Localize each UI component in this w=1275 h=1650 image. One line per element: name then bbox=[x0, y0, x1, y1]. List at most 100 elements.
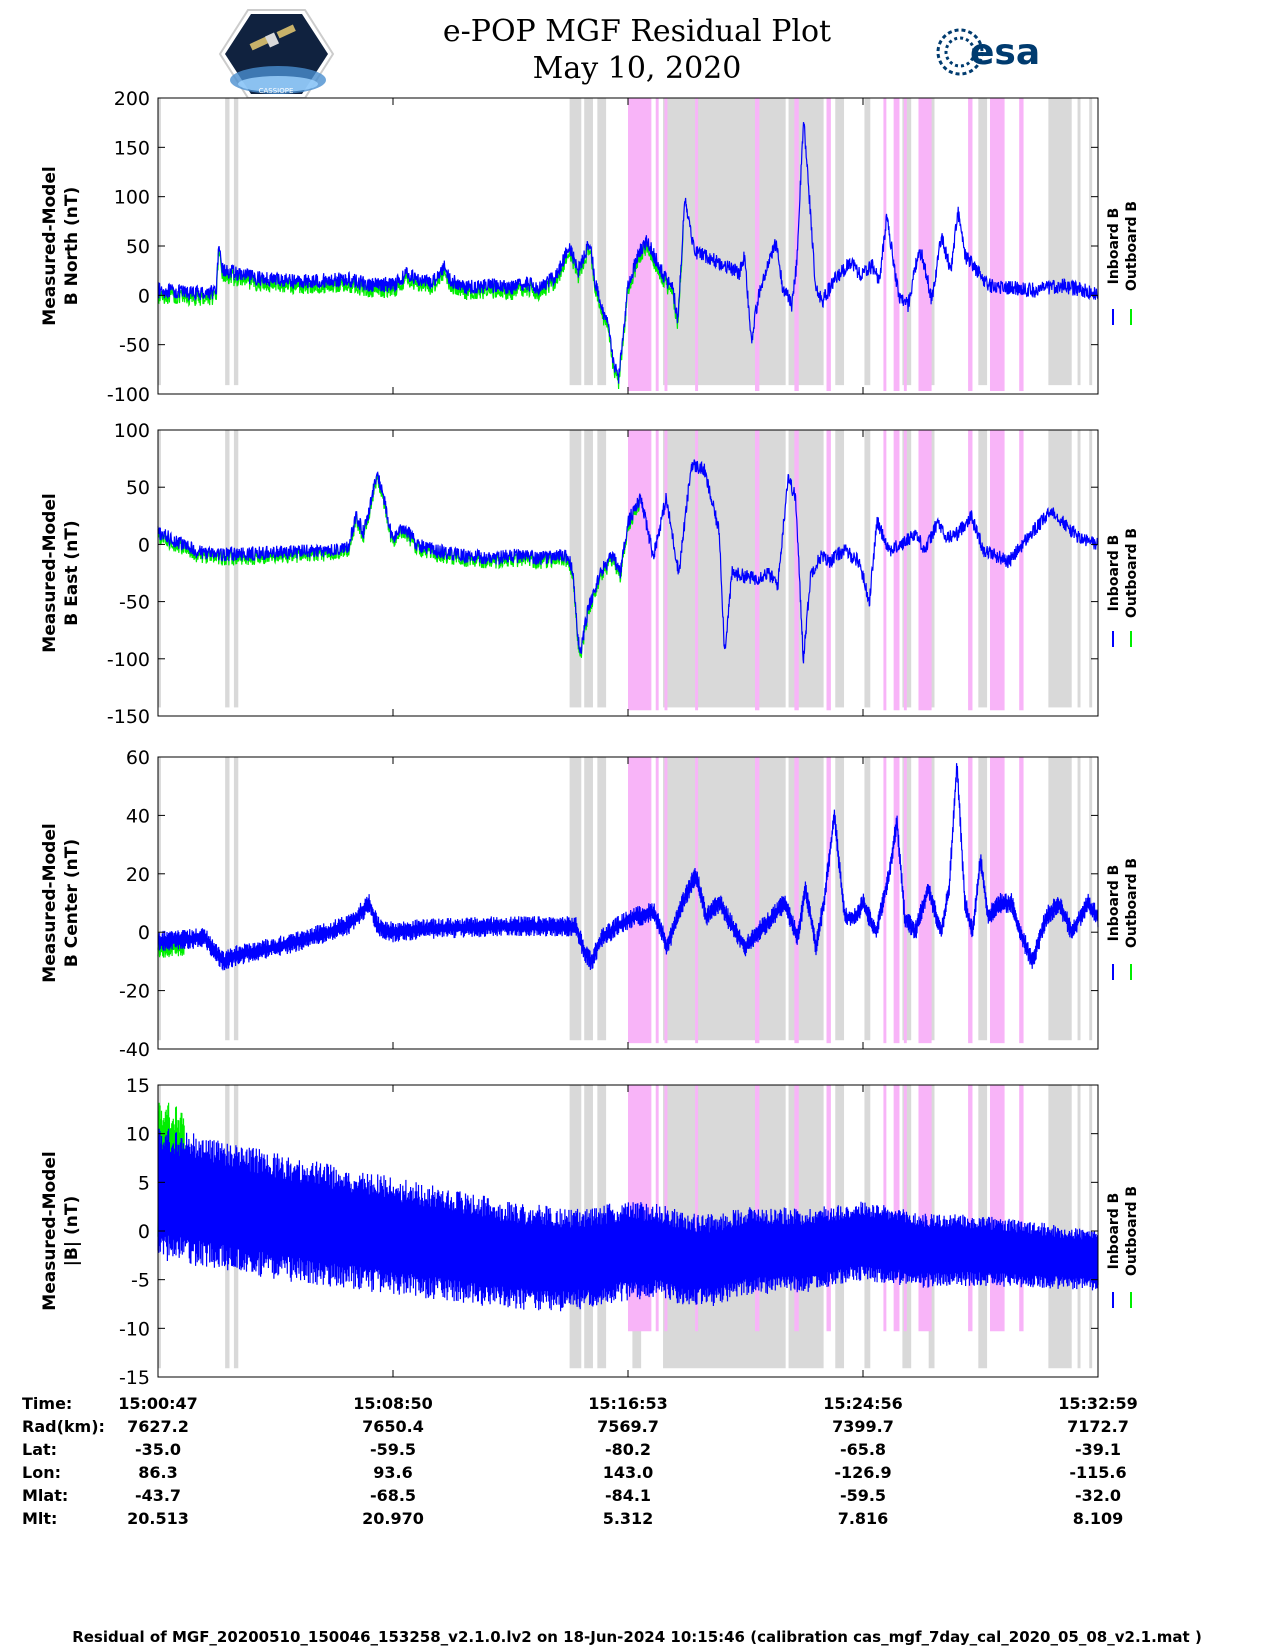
pink-band bbox=[989, 757, 1005, 1044]
pink-band bbox=[664, 430, 668, 711]
pink-band bbox=[628, 98, 652, 392]
gray-band bbox=[788, 430, 824, 708]
y-tick-label: 100 bbox=[114, 420, 150, 442]
gray-band bbox=[225, 98, 230, 386]
pink-band bbox=[893, 757, 900, 1044]
panel-magnitude: 15 10 5 0 -5 -10 -15 Measured-Model |B| (nT) Inbo… bbox=[40, 1075, 1140, 1389]
gray-band bbox=[864, 98, 871, 386]
y-axis-label: Measured-Model bbox=[40, 823, 60, 982]
y-axis-label: Measured-Model bbox=[40, 1151, 60, 1310]
info-cell: 5.312 bbox=[603, 1509, 654, 1528]
pink-band bbox=[754, 98, 760, 392]
pink-band bbox=[1019, 757, 1024, 1044]
legend: Inboard B Outboard B bbox=[1106, 201, 1140, 325]
y-tick-label: -5 bbox=[131, 1270, 150, 1292]
gray-band bbox=[1077, 1085, 1081, 1369]
y-tick-label: 15 bbox=[126, 1075, 150, 1097]
pink-band bbox=[1019, 98, 1024, 392]
y-tick-label: -50 bbox=[119, 335, 150, 357]
y-tick-label: 200 bbox=[114, 88, 150, 110]
y-tick-label: 0 bbox=[138, 534, 150, 556]
esa-logo: esa bbox=[936, 28, 1040, 76]
pink-band bbox=[794, 1085, 799, 1332]
pink-band bbox=[903, 430, 907, 711]
plot-date: May 10, 2020 bbox=[533, 51, 742, 86]
pink-band bbox=[968, 1085, 973, 1332]
pink-band bbox=[655, 757, 659, 1044]
info-cell: 15:08:50 bbox=[353, 1394, 433, 1413]
pink-band bbox=[968, 757, 973, 1044]
y-tick-label: 0 bbox=[138, 285, 150, 307]
info-cell: -32.0 bbox=[1075, 1486, 1121, 1505]
y-tick-label: 10 bbox=[126, 1124, 150, 1146]
gray-band bbox=[158, 757, 161, 1041]
gray-band bbox=[1089, 757, 1093, 1041]
gray-band bbox=[233, 98, 239, 386]
gray-band bbox=[584, 98, 593, 386]
info-cell: -68.5 bbox=[370, 1486, 416, 1505]
info-cell: 15:16:53 bbox=[588, 1394, 668, 1413]
pink-band bbox=[989, 1085, 1005, 1332]
legend-inboard-label: Inboard B bbox=[1106, 535, 1122, 612]
gray-band bbox=[864, 757, 871, 1041]
legend-inboard-label: Inboard B bbox=[1106, 208, 1122, 285]
pink-band bbox=[989, 98, 1005, 392]
info-cell: 8.109 bbox=[1073, 1509, 1124, 1528]
gray-band bbox=[1077, 430, 1081, 708]
pink-band bbox=[968, 430, 973, 711]
y-tick-label: -50 bbox=[119, 592, 150, 614]
legend-outboard-label: Outboard B bbox=[1124, 858, 1140, 948]
info-cell: -43.7 bbox=[135, 1486, 181, 1505]
gray-band bbox=[1048, 757, 1072, 1041]
y-tick-label: -150 bbox=[107, 706, 150, 728]
panel-north: 200 150 100 50 0 -50 -100 Measured-Model B North… bbox=[40, 88, 1140, 406]
y-tick-label: 40 bbox=[126, 805, 150, 827]
pink-band bbox=[989, 430, 1005, 711]
info-cell: -115.6 bbox=[1069, 1463, 1126, 1482]
y-tick-label: -15 bbox=[119, 1367, 150, 1389]
info-row-label: Rad(km): bbox=[22, 1417, 105, 1436]
info-cell: -65.8 bbox=[840, 1440, 886, 1459]
gray-band bbox=[569, 98, 582, 386]
gray-band bbox=[158, 98, 161, 386]
gray-band bbox=[1048, 1085, 1072, 1369]
legend-inboard-label: Inboard B bbox=[1106, 865, 1122, 942]
panel-east: 100 50 0 -50 -100 -150 Measured-Model B East (n… bbox=[40, 420, 1140, 728]
pink-band bbox=[903, 757, 907, 1044]
info-cell: -39.1 bbox=[1075, 1440, 1121, 1459]
legend-inboard-label: Inboard B bbox=[1106, 1193, 1122, 1270]
pink-band bbox=[664, 1085, 668, 1332]
gray-band bbox=[835, 430, 845, 708]
y-tick-label: 20 bbox=[126, 864, 150, 886]
y-tick-label: 150 bbox=[114, 137, 150, 159]
pink-band bbox=[826, 430, 831, 711]
gray-band bbox=[1077, 757, 1081, 1041]
info-cell: 93.6 bbox=[373, 1463, 412, 1482]
info-cell: 7650.4 bbox=[362, 1417, 424, 1436]
gray-band bbox=[663, 430, 786, 708]
info-row-label: Mlat: bbox=[22, 1486, 68, 1505]
info-row-label: Lon: bbox=[22, 1463, 61, 1482]
info-cell: 7172.7 bbox=[1067, 1417, 1129, 1436]
gray-band bbox=[158, 430, 161, 708]
gray-band bbox=[597, 757, 607, 1041]
info-cell: 86.3 bbox=[138, 1463, 177, 1482]
pink-band bbox=[794, 757, 799, 1044]
y-axis-label: B East (nT) bbox=[62, 520, 82, 625]
pink-band bbox=[883, 757, 887, 1044]
gray-band bbox=[584, 430, 593, 708]
y-tick-label: 50 bbox=[126, 477, 150, 499]
info-cell: 20.970 bbox=[362, 1509, 424, 1528]
gray-band bbox=[1089, 1085, 1093, 1369]
esa-logo-text: esa bbox=[970, 32, 1040, 73]
gray-band bbox=[1089, 98, 1093, 386]
gray-band bbox=[233, 430, 239, 708]
y-tick-label: -10 bbox=[119, 1318, 150, 1340]
series-inboard-line bbox=[157, 1128, 1099, 1312]
gray-band bbox=[864, 430, 871, 708]
pink-band bbox=[893, 98, 900, 392]
y-tick-label: 50 bbox=[126, 236, 150, 258]
pink-band bbox=[754, 1085, 760, 1332]
y-tick-label: 5 bbox=[138, 1172, 150, 1194]
